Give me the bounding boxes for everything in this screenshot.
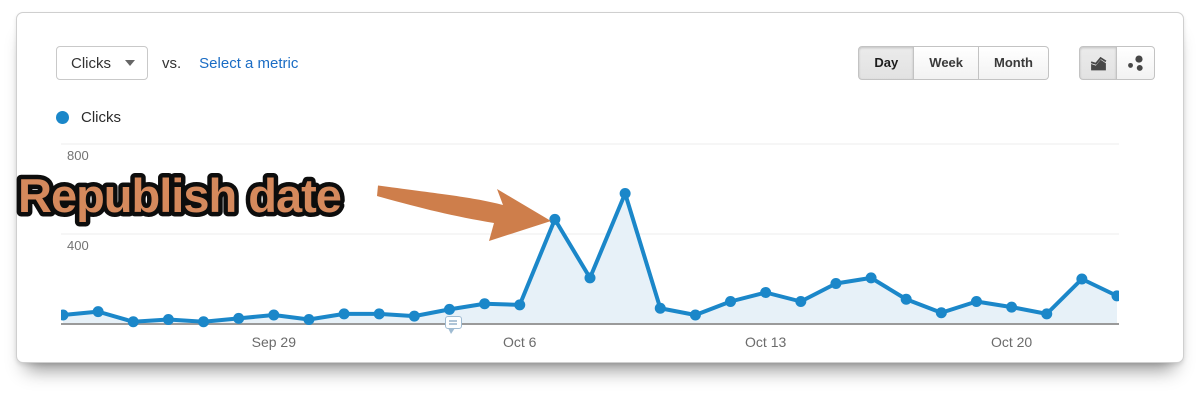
data-point[interactable] [1076, 273, 1088, 285]
data-point[interactable] [92, 306, 104, 318]
data-point[interactable] [584, 272, 596, 284]
data-point[interactable] [725, 296, 737, 307]
data-point[interactable] [689, 309, 701, 321]
data-point[interactable] [268, 309, 280, 321]
legend-series-dot-icon [56, 111, 69, 124]
chart-plot-area[interactable] [57, 132, 1123, 336]
chart-type-toggle [1079, 46, 1155, 80]
toolbar-right-controls: Day Week Month [858, 46, 1155, 80]
x-axis-tick-label: Sep 29 [251, 334, 296, 350]
x-axis-tick-label: Oct 13 [745, 334, 787, 350]
x-axis-tick-label: Oct 6 [502, 334, 537, 350]
data-point[interactable] [57, 309, 69, 321]
series-area-fill [63, 193, 1117, 324]
data-point[interactable] [198, 316, 210, 328]
data-point[interactable] [830, 278, 842, 289]
annotation-bubble-icon[interactable] [445, 316, 463, 334]
data-point[interactable] [654, 302, 666, 314]
granularity-toggle: Day Week Month [858, 46, 1049, 80]
data-point[interactable] [514, 299, 526, 311]
x-axis-tick-label: Oct 20 [990, 334, 1033, 350]
data-point[interactable] [935, 307, 947, 319]
data-point[interactable] [127, 316, 139, 328]
granularity-week-button[interactable]: Week [914, 46, 980, 80]
y-axis-tick-label: 400 [67, 238, 89, 253]
data-point[interactable] [865, 272, 877, 284]
data-point[interactable] [443, 303, 455, 315]
motion-chart-icon [1128, 54, 1143, 71]
data-point[interactable] [1041, 308, 1053, 320]
data-point[interactable] [619, 188, 631, 199]
chart-toolbar: Clicks vs. Select a metric Day Week Mont… [56, 46, 1155, 80]
data-point[interactable] [900, 293, 912, 305]
motion-chart-type-button[interactable] [1117, 46, 1155, 80]
data-point[interactable] [408, 310, 420, 322]
analytics-chart-card: Clicks vs. Select a metric Day Week Mont… [16, 12, 1184, 363]
metric-dropdown[interactable]: Clicks [56, 46, 148, 80]
data-point[interactable] [760, 287, 772, 298]
line-chart-icon [1090, 56, 1106, 70]
y-axis-tick-label: 800 [67, 148, 89, 163]
vs-label: vs. [162, 54, 182, 72]
data-point[interactable] [1006, 301, 1018, 313]
data-point[interactable] [233, 312, 245, 324]
data-point[interactable] [795, 296, 807, 307]
data-point[interactable] [373, 308, 385, 320]
data-point[interactable] [479, 298, 491, 310]
select-a-metric-link[interactable]: Select a metric [199, 54, 299, 72]
granularity-month-button[interactable]: Month [979, 46, 1049, 80]
line-chart-type-button[interactable] [1079, 46, 1117, 80]
chart-legend: Clicks [56, 109, 121, 126]
chevron-down-icon [125, 60, 135, 66]
data-point[interactable] [162, 314, 174, 325]
legend-series-label: Clicks [81, 109, 121, 126]
data-point[interactable] [303, 314, 315, 325]
data-point[interactable] [970, 296, 982, 307]
data-point[interactable] [549, 213, 561, 225]
clicks-area-chart [57, 143, 1123, 328]
data-point[interactable] [338, 308, 350, 320]
granularity-day-button[interactable]: Day [858, 46, 915, 80]
metric-dropdown-label: Clicks [71, 54, 111, 72]
